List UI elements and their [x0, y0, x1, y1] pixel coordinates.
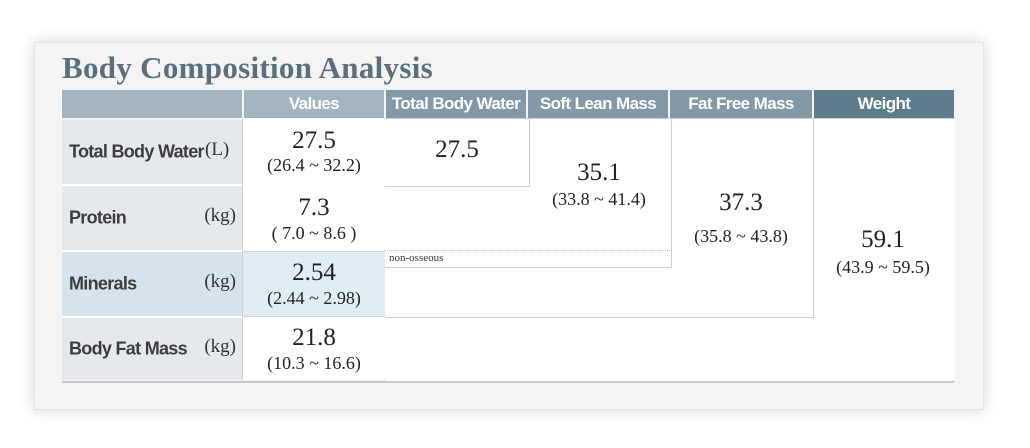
measured-value: 7.3	[298, 194, 330, 221]
fat-free-mass-value: 37.3	[719, 189, 763, 216]
header-soft-lean-mass: Soft Lean Mass	[528, 90, 668, 118]
fat-free-mass-range: (35.8 ~ 43.8)	[694, 226, 788, 246]
row-unit: (kg)	[204, 205, 236, 227]
row-label-text: Minerals	[69, 273, 137, 294]
row-label-body-fat-mass: Body Fat Mass (kg)	[62, 318, 242, 380]
row-unit: (L)	[205, 139, 230, 161]
header-fat-free-mass: Fat Free Mass	[670, 90, 812, 118]
soft-lean-mass-range: (33.8 ~ 41.4)	[552, 189, 646, 209]
weight-range: (43.9 ~ 59.5)	[836, 257, 930, 277]
row-unit: (kg)	[204, 336, 236, 358]
normal-range: ( 7.0 ~ 8.6 )	[271, 223, 357, 243]
header-blank	[62, 90, 242, 118]
header-total-body-water: Total Body Water	[386, 90, 526, 118]
value-cell-minerals: 2.54 (2.44 ~ 2.98)	[242, 252, 385, 317]
row-label-text: Total Body Water	[69, 141, 205, 162]
normal-range: (26.4 ~ 32.2)	[267, 155, 361, 175]
soft-lean-mass-value: 35.1	[577, 159, 621, 186]
measured-value: 21.8	[292, 324, 336, 351]
non-osseous-note: non-osseous	[389, 252, 444, 264]
table-bottom-rule	[62, 381, 954, 383]
row-label-total-body-water: Total Body Water (L)	[62, 120, 242, 186]
normal-range: (10.3 ~ 16.6)	[267, 353, 361, 373]
value-cell-body-fat-mass: 21.8 (10.3 ~ 16.6)	[242, 317, 385, 380]
header-values: Values	[244, 90, 384, 118]
section-title: Body Composition Analysis	[62, 50, 433, 85]
row-unit: (kg)	[204, 271, 236, 293]
row-label-protein: Protein (kg)	[62, 186, 242, 252]
value-cell-total-body-water: 27.5 (26.4 ~ 32.2)	[242, 118, 385, 186]
total-body-water-value: 27.5	[435, 136, 479, 163]
weight-value: 59.1	[861, 226, 905, 253]
row-label-text: Body Fat Mass	[69, 338, 188, 359]
normal-range: (2.44 ~ 2.98)	[267, 288, 361, 308]
row-label-text: Protein	[69, 207, 127, 228]
header-weight: Weight	[814, 90, 954, 118]
total-body-water-box	[384, 118, 530, 187]
non-osseous-divider	[384, 250, 670, 251]
measured-value: 27.5	[292, 127, 336, 154]
value-cell-protein: 7.3 ( 7.0 ~ 8.6 )	[242, 185, 385, 252]
measured-value: 2.54	[292, 259, 336, 286]
row-label-minerals: Minerals (kg)	[62, 252, 242, 318]
